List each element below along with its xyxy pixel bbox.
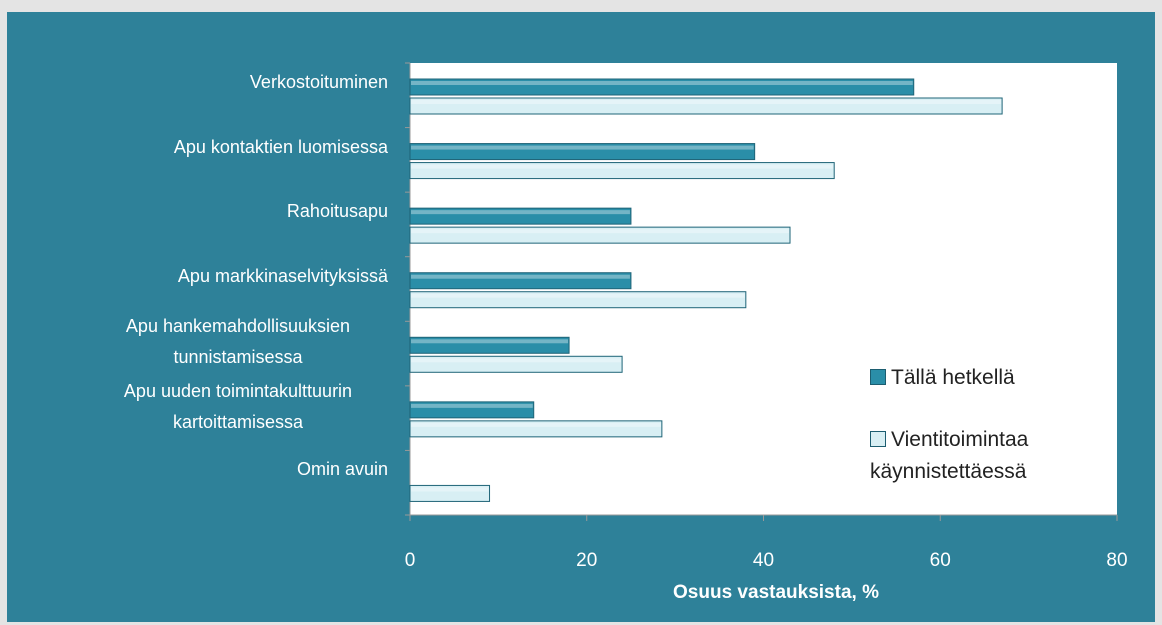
bar (409, 291, 747, 309)
bar-highlight (411, 210, 630, 215)
bar (409, 207, 632, 225)
x-tick-label: 60 (930, 550, 951, 571)
bar-highlight (411, 422, 661, 427)
y-tick-label: Rahoitusapu (286, 201, 388, 222)
y-tick-label: Apu markkinaselvityksissä (177, 265, 388, 286)
x-axis-title: Osuus vastauksista, % (673, 582, 879, 603)
bar (409, 143, 756, 161)
bar-highlight (411, 487, 489, 492)
x-tick-label: 20 (576, 550, 597, 571)
legend-item: Vientitoimintaa käynnistettäessä (870, 424, 1070, 488)
bar (409, 78, 915, 96)
bar-highlight (411, 403, 533, 408)
legend-swatch (870, 431, 886, 447)
legend-item: Tällä hetkellä (870, 362, 1070, 394)
bar-highlight (411, 293, 745, 298)
y-tick-label: Verkostoituminen (249, 72, 388, 92)
y-tick-label: Apu kontaktien luomisessa (173, 136, 388, 157)
bar-highlight (411, 339, 569, 344)
bar-highlight (411, 274, 630, 279)
bar-highlight (411, 145, 754, 150)
x-tick-label: 40 (753, 550, 774, 571)
legend-label: Vientitoimintaa käynnistettäessä (870, 428, 1029, 483)
bar (409, 97, 1003, 115)
bar-highlight (411, 81, 913, 85)
bar-highlight (411, 100, 1002, 104)
y-tick-label: Omin avuin (296, 459, 388, 480)
bar-highlight (411, 229, 790, 234)
bar (409, 336, 570, 354)
bar (409, 355, 623, 373)
bar (409, 484, 491, 502)
x-tick-label: 80 (1106, 550, 1127, 571)
legend-label: Tällä hetkellä (891, 366, 1015, 389)
bar (409, 420, 663, 438)
y-tick-label: Apu hankemahdollisuuksien tunnistamisess… (125, 316, 351, 368)
bar (409, 162, 835, 180)
y-tick-label: Apu uuden toimintakulttuurin kartoittami… (123, 380, 353, 432)
bar (409, 272, 632, 290)
bar-highlight (411, 164, 834, 169)
legend-swatch (870, 369, 886, 385)
bar (409, 226, 791, 244)
bar (409, 401, 535, 419)
x-tick-label: 0 (405, 550, 416, 571)
bar-highlight (411, 358, 622, 363)
